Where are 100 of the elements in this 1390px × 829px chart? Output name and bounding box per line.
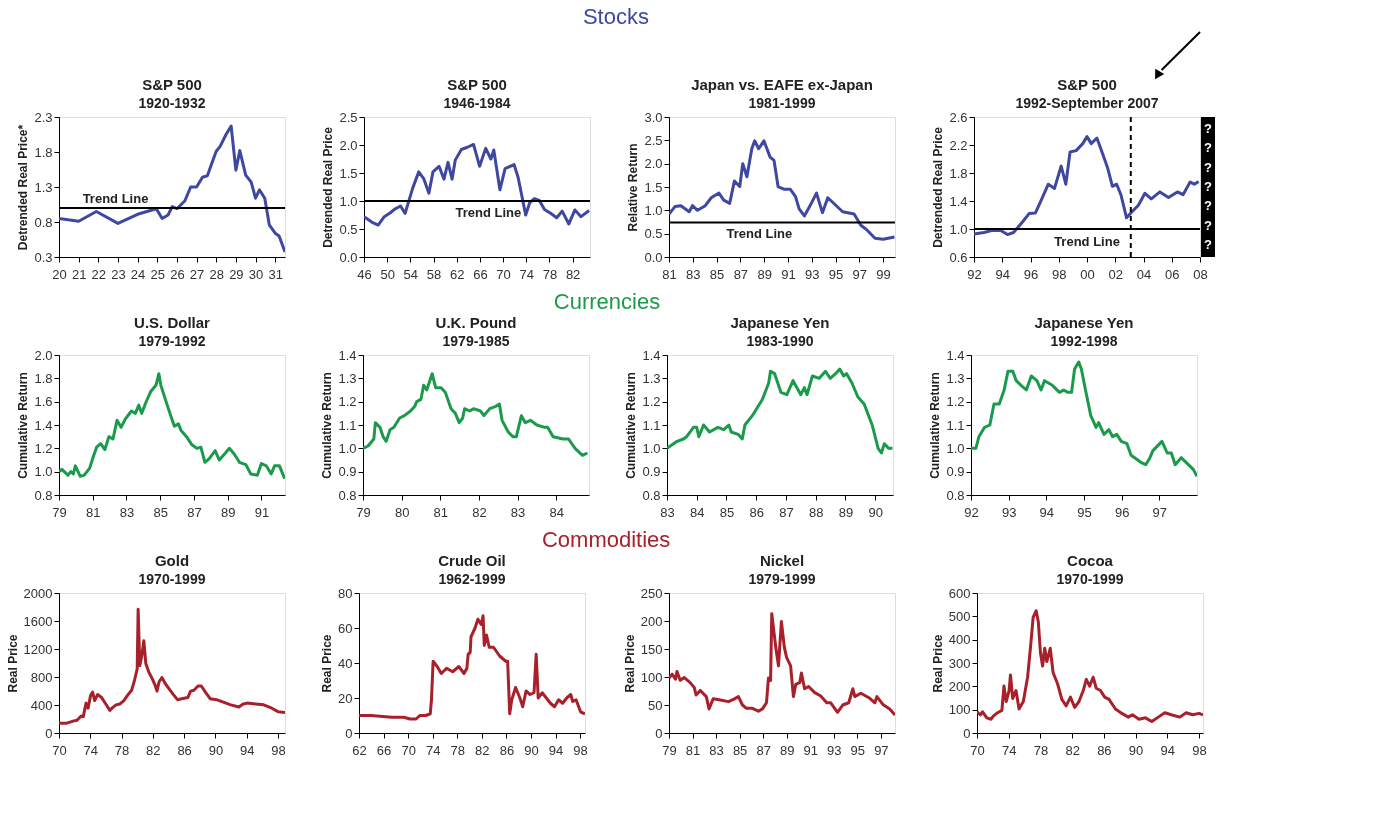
x-tick-label: 90 [868,504,883,520]
chart-subtitle: 1920-1932 [138,95,206,111]
text: ? [1204,140,1213,156]
x-tick-label: 96 [1023,266,1039,282]
y-tick-label: 0.3 [34,249,53,265]
y-tick-label: 1600 [23,613,53,629]
y-tick-label: 1.0 [338,440,357,456]
y-tick-label: 0 [345,725,353,741]
x-tick-label: 84 [549,504,564,520]
x-tick-label: 85 [153,504,168,520]
x-tick-label: 82 [565,266,581,282]
x-tick-label: 24 [130,266,146,282]
x-tick-label: 27 [189,266,205,282]
x-tick-label: 70 [52,742,67,758]
x-tick-label: 50 [380,266,395,282]
y-axis-title: Cumulative Return [16,372,31,479]
x-tick-label: 92 [964,504,979,520]
x-tick-label: 98 [271,742,286,758]
y-tick-label: 1.1 [946,417,965,433]
y-tick-label: 1.4 [946,347,965,363]
chart-subtitle: 1962-1999 [438,571,506,587]
y-tick-label: 1.3 [338,370,357,386]
y-tick-label: 2.0 [644,156,663,172]
y-tick-label: 40 [338,655,353,671]
y-tick-label: 1.8 [949,165,968,181]
x-tick-label: 83 [686,266,701,282]
line-series [971,360,1197,478]
x-tick-label: 74 [83,742,99,758]
line-series [669,139,895,241]
y-tick-label: 1.3 [946,370,965,386]
x-tick-label: 83 [660,504,675,520]
x-tick-label: 83 [119,504,135,520]
y-tick-label: 300 [948,655,971,671]
chart-title: S&P 500 [447,76,507,93]
y-axis-title: Real Price [622,634,637,693]
y-tick-label: 1.0 [642,440,661,456]
y-tick-label: 60 [338,620,353,636]
y-tick-label: 1.2 [946,394,965,410]
x-tick-label: 82 [472,504,487,520]
y-tick-label: 500 [948,608,971,624]
chart-title: U.S. Dollar [134,314,211,331]
x-tick-label: 81 [86,504,101,520]
x-tick-label: 08 [1193,266,1208,282]
x-tick-label: 30 [248,266,264,282]
x-tick-label: 80 [394,504,410,520]
x-tick-label: 26 [170,266,185,282]
x-tick-label: 82 [475,742,490,758]
x-tick-label: 78 [114,742,130,758]
y-tick-label: 2000 [23,585,53,601]
x-tick-label: 89 [838,504,854,520]
text: Commodities [541,526,671,552]
x-tick-label: 92 [967,266,982,282]
chart-title: S&P 500 [142,76,202,93]
y-tick-label: 100 [948,702,971,718]
x-tick-label: 89 [220,504,236,520]
y-tick-label: 0.8 [946,487,965,503]
y-tick-label: 200 [948,678,971,694]
x-tick-label: 83 [510,504,526,520]
y-tick-label: 1200 [23,641,53,657]
y-axis-title: Cumulative Return [624,372,639,479]
x-tick-label: 93 [1001,504,1017,520]
text: Currencies [553,288,661,314]
line-series [59,124,285,254]
x-tick-label: 70 [496,266,511,282]
chart-title: Crude Oil [438,552,506,569]
y-tick-label: 1.8 [34,370,53,386]
text: ? [1204,237,1213,253]
y-tick-label: 0.8 [642,487,661,503]
y-tick-label: 1.1 [338,417,357,433]
x-tick-label: 87 [756,742,771,758]
x-tick-label: 93 [805,266,820,282]
y-tick-label: 3.0 [644,109,663,125]
y-tick-label: 2.2 [949,137,968,153]
ref-line-label: Trend Line [1054,234,1120,249]
x-tick-label: 91 [781,266,796,282]
y-tick-label: 0.9 [338,464,357,480]
y-tick-label: 1.5 [644,179,663,195]
y-tick-label: 2.0 [339,137,358,153]
x-tick-label: 87 [779,504,794,520]
y-tick-label: 200 [640,613,663,629]
x-tick-label: 81 [433,504,448,520]
y-tick-label: 100 [640,669,663,685]
x-tick-label: 25 [150,266,165,282]
x-tick-label: 04 [1136,266,1152,282]
x-tick-label: 70 [970,742,985,758]
y-tick-label: 0 [45,725,53,741]
y-tick-label: 0.9 [642,464,661,480]
x-tick-label: 66 [376,742,392,758]
ref-line-label: Trend Line [82,191,149,206]
x-tick-label: 85 [719,504,735,520]
chart-title: Japanese Yen [1034,314,1134,331]
y-axis-title: Real Price [5,634,20,693]
x-tick-label: 23 [111,266,126,282]
x-tick-label: 84 [690,504,705,520]
y-tick-label: 0.8 [34,214,53,230]
line-series [359,614,585,721]
x-tick-label: 95 [828,266,844,282]
y-tick-label: 800 [30,669,53,685]
y-tick-label: 1.4 [34,417,53,433]
y-tick-label: 1.0 [339,193,358,209]
